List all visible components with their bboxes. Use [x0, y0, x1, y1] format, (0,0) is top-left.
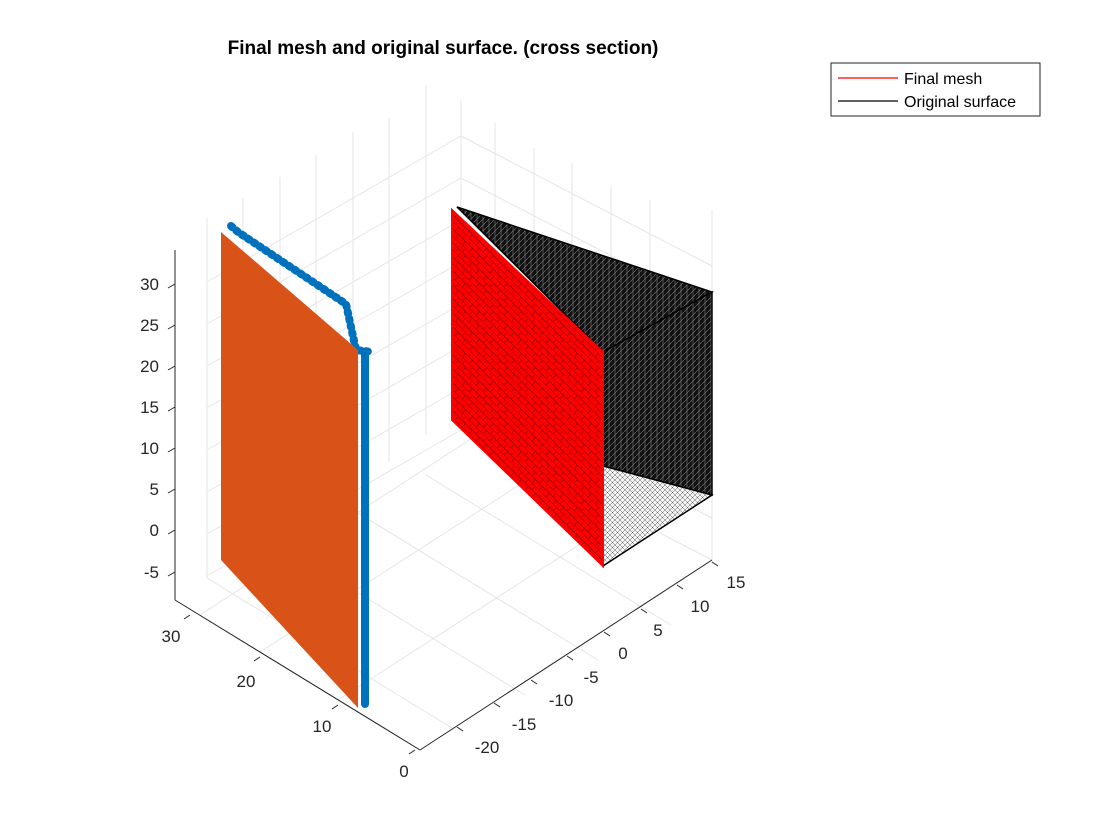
z-tick-label: 10: [140, 439, 159, 458]
z-tick-label: 25: [140, 316, 159, 335]
z-tick-marks: [167, 283, 176, 577]
x-tick-label: 10: [691, 597, 710, 616]
orange-panel: [221, 232, 358, 708]
y-tick-label: 30: [162, 627, 181, 646]
legend-label-final-mesh: Final mesh: [904, 71, 982, 88]
chart-title: Final mesh and original surface. (cross …: [228, 38, 659, 59]
z-tick-label: 20: [140, 357, 159, 376]
z-tick-label: 30: [140, 275, 159, 294]
y-tick-label: 10: [313, 717, 332, 736]
x-tick-label: -5: [583, 668, 598, 687]
y-tick-label: 20: [237, 672, 256, 691]
x-tick-marks: [456, 561, 719, 732]
z-tick-label: 15: [140, 398, 159, 417]
x-tick-label: -15: [512, 715, 537, 734]
x-tick-label: 0: [618, 644, 627, 663]
z-tick-label: -5: [144, 563, 159, 582]
x-tick-label: 5: [653, 621, 662, 640]
legend-box: [830, 62, 1041, 117]
z-tick-label: 0: [150, 521, 159, 540]
mesh-front-face: [451, 207, 604, 569]
cross-section-panel: [221, 222, 376, 708]
blue-edge-top: [227, 222, 376, 356]
y-tick-labels: 0 10 20 30: [162, 627, 409, 781]
legend-label-original-surface: Original surface: [904, 94, 1016, 111]
x-tick-label: -10: [549, 691, 574, 710]
x-tick-label: 15: [727, 573, 746, 592]
y-tick-label: 0: [399, 762, 408, 781]
legend: Final mesh Original surface: [830, 62, 1041, 117]
x-tick-label: -20: [475, 738, 500, 757]
mesh-wedge: [451, 206, 714, 569]
x-tick-labels: -20 -15 -10 -5 0 5 10 15: [475, 573, 746, 757]
axis-lines: [174, 250, 713, 751]
z-tick-labels: -5 0 5 10 15 20 25 30: [140, 275, 159, 582]
y-tick-marks: [183, 614, 416, 755]
z-tick-label: 5: [150, 480, 159, 499]
